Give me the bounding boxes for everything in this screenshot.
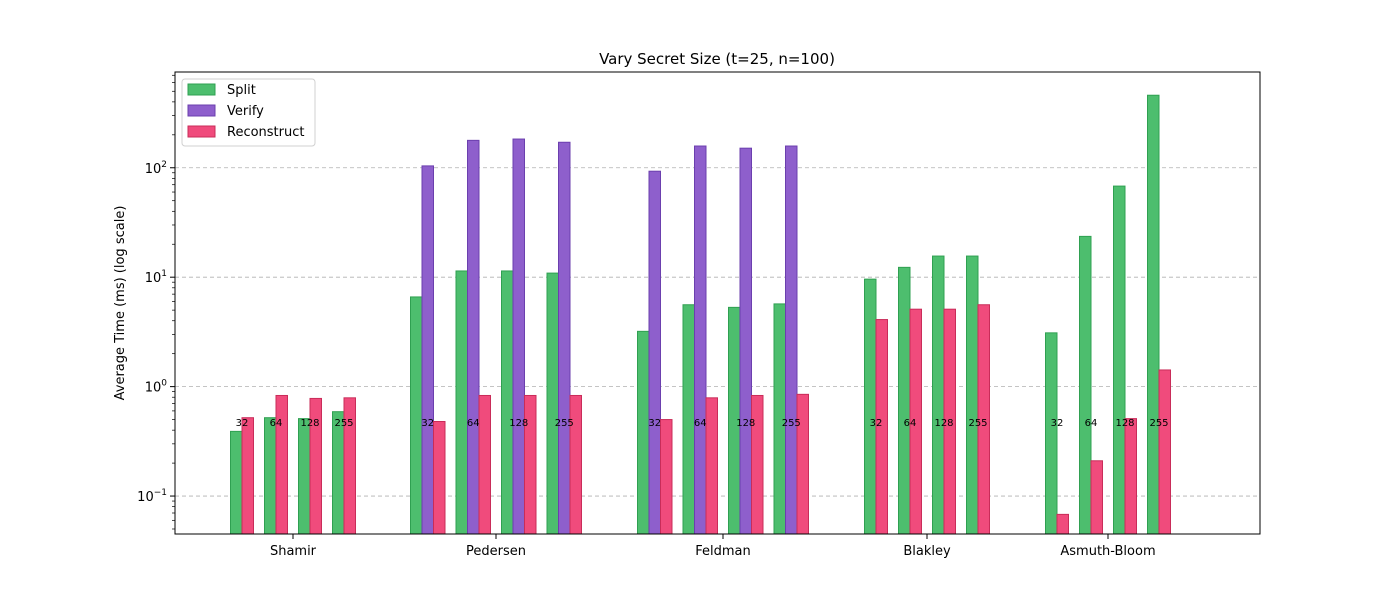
split-bar <box>864 278 877 535</box>
y-axis-label: Average Time (ms) (log scale) <box>113 206 128 401</box>
secret-size-label: 255 <box>968 418 987 429</box>
split-bar <box>332 411 345 535</box>
reconstruct-bar <box>241 417 254 535</box>
reconstruct-bar <box>1056 513 1069 535</box>
secret-size-label: 64 <box>694 418 707 429</box>
secret-size-label: 255 <box>1149 418 1168 429</box>
verify-bar <box>694 145 707 535</box>
secret-size-label: 128 <box>934 418 953 429</box>
split-bar <box>898 266 911 535</box>
reconstruct-bar <box>569 394 582 535</box>
y-tick-label: 100 <box>145 379 168 396</box>
secret-size-label: 64 <box>270 418 283 429</box>
reconstruct-bar <box>705 397 718 535</box>
plot-area-frame <box>174 71 1261 535</box>
split-bar <box>264 417 277 535</box>
legend-label-verify: Verify <box>227 104 264 119</box>
reconstruct-bar <box>796 393 809 535</box>
split-bar <box>966 255 979 535</box>
reconstruct-bar <box>1158 369 1171 535</box>
split-bar <box>298 418 311 535</box>
legend-swatch-verify <box>187 104 216 117</box>
secret-size-label: 255 <box>782 418 801 429</box>
secret-size-label: 64 <box>904 418 917 429</box>
split-bar <box>230 430 243 535</box>
reconstruct-bar <box>275 394 288 535</box>
secret-size-label: 128 <box>1115 418 1134 429</box>
legend-swatch-reconstruct <box>187 125 216 138</box>
split-bar <box>932 255 945 535</box>
x-axis-ticks: Shamir Pedersen Feldman Blakley Asmuth-Bloom <box>270 534 1156 559</box>
reconstruct-bar <box>433 421 446 535</box>
split-bar <box>410 296 423 535</box>
y-axis-ticks: 10−1 100 101 102 <box>137 74 175 530</box>
secret-size-label: 255 <box>334 418 353 429</box>
chart-title: Vary Secret Size (t=25, n=100) <box>599 50 835 68</box>
split-bar <box>546 272 559 535</box>
split-bar <box>1079 235 1092 535</box>
y-tick-label: 101 <box>145 269 167 286</box>
split-bar <box>637 330 650 535</box>
secret-size-label: 128 <box>300 418 319 429</box>
reconstruct-bar <box>660 419 673 535</box>
verify-bar <box>785 145 798 535</box>
legend: Split Verify Reconstruct <box>181 78 316 147</box>
x-tick-label: Feldman <box>695 544 751 559</box>
split-bar <box>501 270 514 535</box>
legend-label-reconstruct: Reconstruct <box>227 125 305 140</box>
secret-size-label: 32 <box>1051 418 1064 429</box>
legend-label-split: Split <box>227 83 256 98</box>
y-tick-label: 102 <box>145 160 167 177</box>
x-tick-label: Blakley <box>903 544 951 559</box>
reconstruct-bar <box>478 394 491 535</box>
secret-size-label: 32 <box>870 418 883 429</box>
verify-bar <box>558 141 571 535</box>
secret-size-label: 255 <box>555 418 574 429</box>
secret-size-labels: 32 64 128 255 32 64 128 255 32 64 128 255 32 64 128 255… <box>236 418 1169 429</box>
split-bar <box>1147 94 1160 535</box>
secret-size-label: 64 <box>467 418 480 429</box>
secret-size-label: 32 <box>648 418 661 429</box>
verify-bar <box>421 165 434 535</box>
split-bar <box>682 304 695 535</box>
verify-bar <box>467 139 480 535</box>
split-bar <box>455 270 468 535</box>
reconstruct-bar <box>751 394 764 535</box>
secret-size-label: 128 <box>509 418 528 429</box>
split-bar <box>1045 332 1058 535</box>
legend-swatch-split <box>187 83 216 96</box>
x-tick-label: Asmuth-Bloom <box>1060 544 1155 559</box>
y-tick-label: 10−1 <box>137 488 167 505</box>
reconstruct-bar <box>524 394 537 535</box>
verify-bar <box>648 170 661 535</box>
secret-size-label: 32 <box>236 418 249 429</box>
x-tick-label: Shamir <box>270 544 317 559</box>
secret-size-label: 32 <box>421 418 434 429</box>
secret-size-label: 64 <box>1085 418 1098 429</box>
secret-size-label: 128 <box>736 418 755 429</box>
split-bar <box>1113 185 1126 535</box>
x-tick-label: Pedersen <box>466 544 526 559</box>
reconstruct-bar <box>1124 418 1137 535</box>
bars <box>230 94 1171 535</box>
verify-bar <box>512 138 525 535</box>
verify-bar <box>739 147 752 535</box>
reconstruct-bar <box>1090 460 1103 535</box>
